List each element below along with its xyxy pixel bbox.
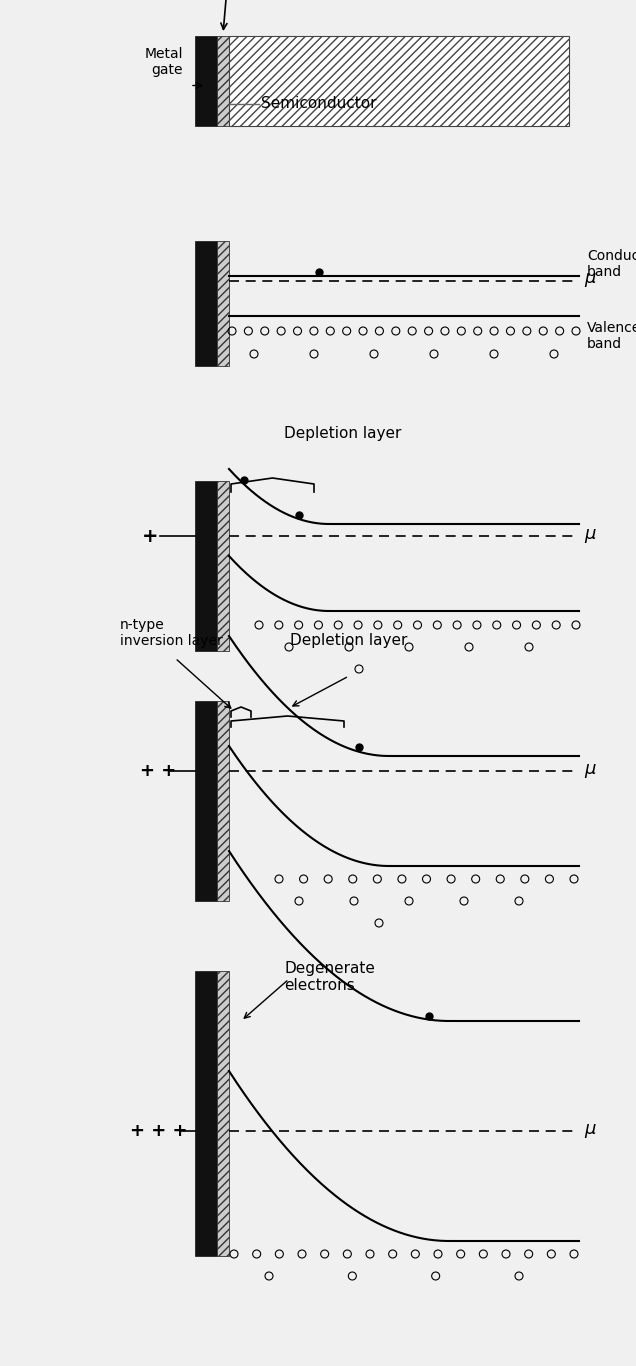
Text: $\mu$: $\mu$ <box>584 270 597 290</box>
Text: +: + <box>142 526 158 545</box>
Text: $\mu$: $\mu$ <box>584 762 597 780</box>
Text: n-type
inversion layer: n-type inversion layer <box>120 617 223 647</box>
Bar <box>195 701 217 902</box>
Text: Oxide: Oxide <box>206 0 250 30</box>
Text: Depletion layer: Depletion layer <box>284 426 401 441</box>
Text: $\mu$: $\mu$ <box>584 527 597 545</box>
Bar <box>195 971 217 1255</box>
Text: + +: + + <box>140 762 176 780</box>
Bar <box>217 481 229 652</box>
Text: Conduction
band: Conduction band <box>587 249 636 279</box>
Text: Degenerate
electrons: Degenerate electrons <box>284 962 375 993</box>
Text: + + +: + + + <box>130 1121 188 1141</box>
Bar <box>229 36 569 126</box>
Text: Depletion layer: Depletion layer <box>290 632 408 647</box>
Bar <box>217 36 229 126</box>
Bar <box>217 701 229 902</box>
Bar <box>217 971 229 1255</box>
Text: Semiconductor: Semiconductor <box>261 96 377 111</box>
Bar <box>195 240 217 366</box>
Text: $\mu$: $\mu$ <box>584 1121 597 1141</box>
Text: Metal
gate: Metal gate <box>144 46 183 76</box>
Bar <box>217 240 229 366</box>
Bar <box>195 36 217 126</box>
Bar <box>195 481 217 652</box>
Text: Valence
band: Valence band <box>587 321 636 351</box>
